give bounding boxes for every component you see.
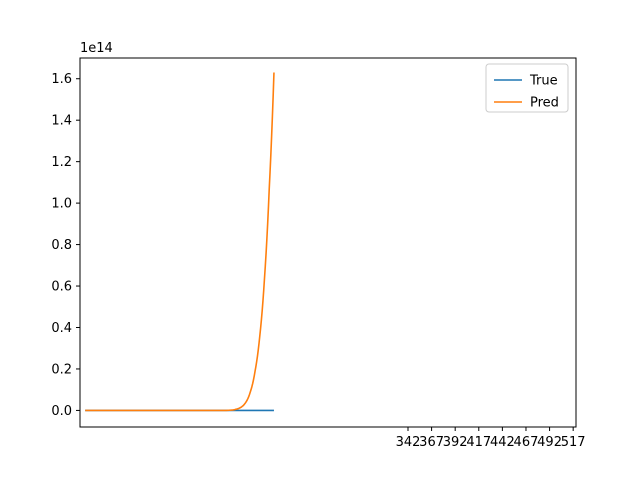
axes-frame [79, 57, 577, 428]
y-offset-label: 1e14 [80, 41, 113, 56]
axes: 0.0 0.2 0.4 0.6 0.8 1.0 1.2 1.4 1.6 1e14 342367392… [51, 41, 585, 450]
x-tick-label: 417 [466, 435, 491, 450]
y-tick-label: 0.0 [51, 404, 72, 419]
legend: True Pred [485, 63, 569, 113]
x-tick-label: 442 [490, 435, 515, 450]
x-tick-label: 342 [396, 435, 421, 450]
series-line-pred [85, 72, 275, 412]
x-tick-label: 367 [419, 435, 444, 450]
y-tick-label: 1.2 [51, 155, 72, 170]
legend-box [485, 63, 569, 113]
y-tick-label: 0.4 [51, 321, 72, 336]
legend-label-true: True [529, 74, 558, 89]
x-tick-label: 467 [514, 435, 539, 450]
plot-area [85, 72, 275, 412]
y-tick-label: 0.6 [51, 280, 72, 295]
y-tick-label: 1.4 [51, 114, 72, 129]
x-tick-label: 392 [443, 435, 468, 450]
y-tick-label: 0.2 [51, 362, 72, 377]
legend-label-pred: Pred [530, 96, 559, 111]
x-tick-label: 492 [537, 435, 562, 450]
y-tick-label: 1.0 [51, 197, 72, 212]
y-tick-label: 0.8 [51, 238, 72, 253]
x-tick-label: 517 [561, 435, 586, 450]
y-tick-label: 1.6 [51, 72, 72, 87]
